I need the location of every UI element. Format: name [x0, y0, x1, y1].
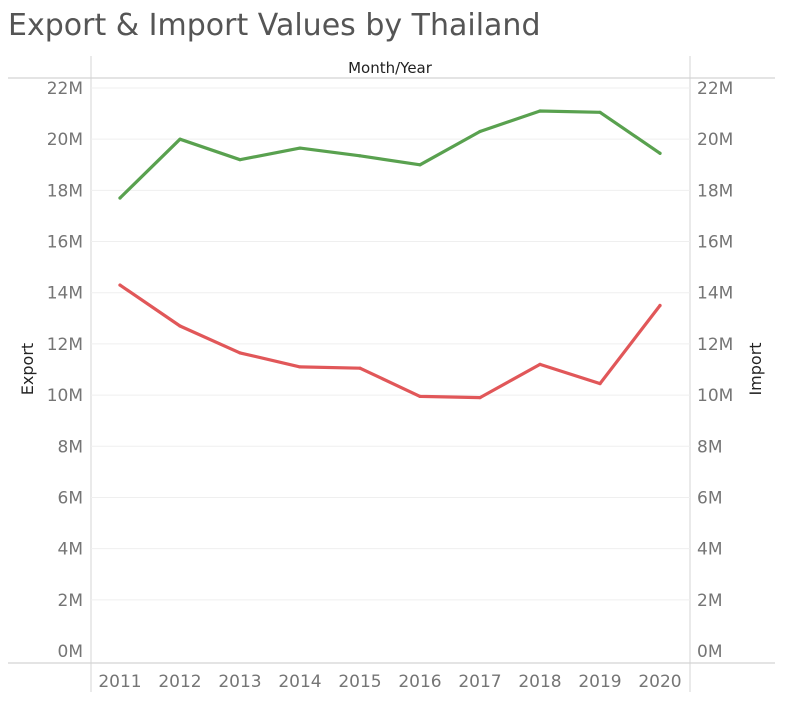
y-tick-label-left: 20M: [47, 130, 83, 150]
series-line-2: [118, 283, 662, 400]
y-tick-label-right: 12M: [697, 335, 733, 355]
chart-frame: [8, 56, 775, 692]
x-tick-label: 2012: [158, 672, 201, 692]
y-tick-label-left: 10M: [47, 386, 83, 406]
y-tick-label-right: 14M: [697, 284, 733, 304]
x-tick-label: 2018: [518, 672, 561, 692]
series-2-point: [538, 362, 542, 366]
y-tick-label-left: 22M: [47, 79, 83, 99]
series-2-point: [418, 394, 422, 398]
y-ticks-left: 0M 2M 4M 6M 8M 10M 12M 14M 16M 18M 20M 22M: [47, 79, 83, 662]
y-tick-label-right: 20M: [697, 130, 733, 150]
x-tick-label: 2011: [98, 672, 141, 692]
series-2-point: [478, 396, 482, 400]
series-2-point: [598, 381, 602, 386]
y-tick-label-right: 2M: [697, 591, 722, 611]
y-tick-label-left: 2M: [58, 591, 83, 611]
y-tick-label-left: 16M: [47, 233, 83, 253]
series-line-1: [118, 109, 662, 200]
x-tick-label: 2013: [218, 672, 261, 692]
y-tick-label-right: 18M: [697, 181, 733, 201]
series-1-point: [238, 158, 242, 162]
series-2-point: [298, 365, 302, 369]
x-ticks: 2011 2012 2013 2014 2015 2016 2017 2018 2019 2020: [98, 672, 681, 692]
series-1-point: [598, 110, 602, 114]
chart-title: Export & Import Values by Thailand: [8, 8, 541, 43]
y-ticks-right: 0M 2M 4M 6M 8M 10M 12M 14M 16M 18M 20M 22M: [697, 79, 733, 662]
series-1-point: [418, 163, 422, 167]
y-tick-label-left: 14M: [47, 284, 83, 304]
x-tick-label: 2016: [398, 672, 441, 692]
series-2-point: [658, 303, 662, 308]
y-tick-label-right: 4M: [697, 540, 722, 560]
y-tick-label-left: 18M: [47, 181, 83, 201]
y-tick-label-left: 8M: [58, 437, 83, 457]
y-tick-label-right: 22M: [697, 79, 733, 99]
series-lines: [118, 109, 662, 400]
y-tick-label-right: 10M: [697, 386, 733, 406]
series-1-point: [478, 129, 482, 134]
y-tick-label-right: 6M: [697, 488, 722, 508]
x-tick-label: 2019: [578, 672, 621, 692]
y-tick-label-right: 0M: [697, 642, 722, 662]
y-tick-label-right: 16M: [697, 233, 733, 253]
series-2-point: [358, 366, 362, 370]
x-tick-label: 2020: [638, 672, 681, 692]
series-1-point: [658, 151, 662, 155]
y-tick-label-left: 6M: [58, 488, 83, 508]
x-axis-header: Month/Year: [348, 59, 433, 77]
series-2-point: [118, 283, 122, 287]
y-axis-label-right: Import: [746, 342, 765, 395]
series-2-point: [178, 324, 182, 328]
gridlines: [91, 87, 690, 601]
series-1-point: [298, 146, 302, 150]
x-tick-label: 2017: [458, 672, 501, 692]
y-tick-label-left: 12M: [47, 335, 83, 355]
series-1-point: [358, 154, 362, 158]
y-tick-label-left: 4M: [58, 540, 83, 560]
series-1-point: [118, 196, 122, 200]
series-2-point: [238, 351, 242, 355]
series-1-point: [178, 137, 182, 141]
x-tick-label: 2015: [338, 672, 381, 692]
series-1-point: [538, 109, 542, 113]
x-tick-label: 2014: [278, 672, 321, 692]
y-tick-label-left: 0M: [58, 642, 83, 662]
y-axis-label-left: Export: [18, 343, 37, 395]
y-tick-label-right: 8M: [697, 437, 722, 457]
